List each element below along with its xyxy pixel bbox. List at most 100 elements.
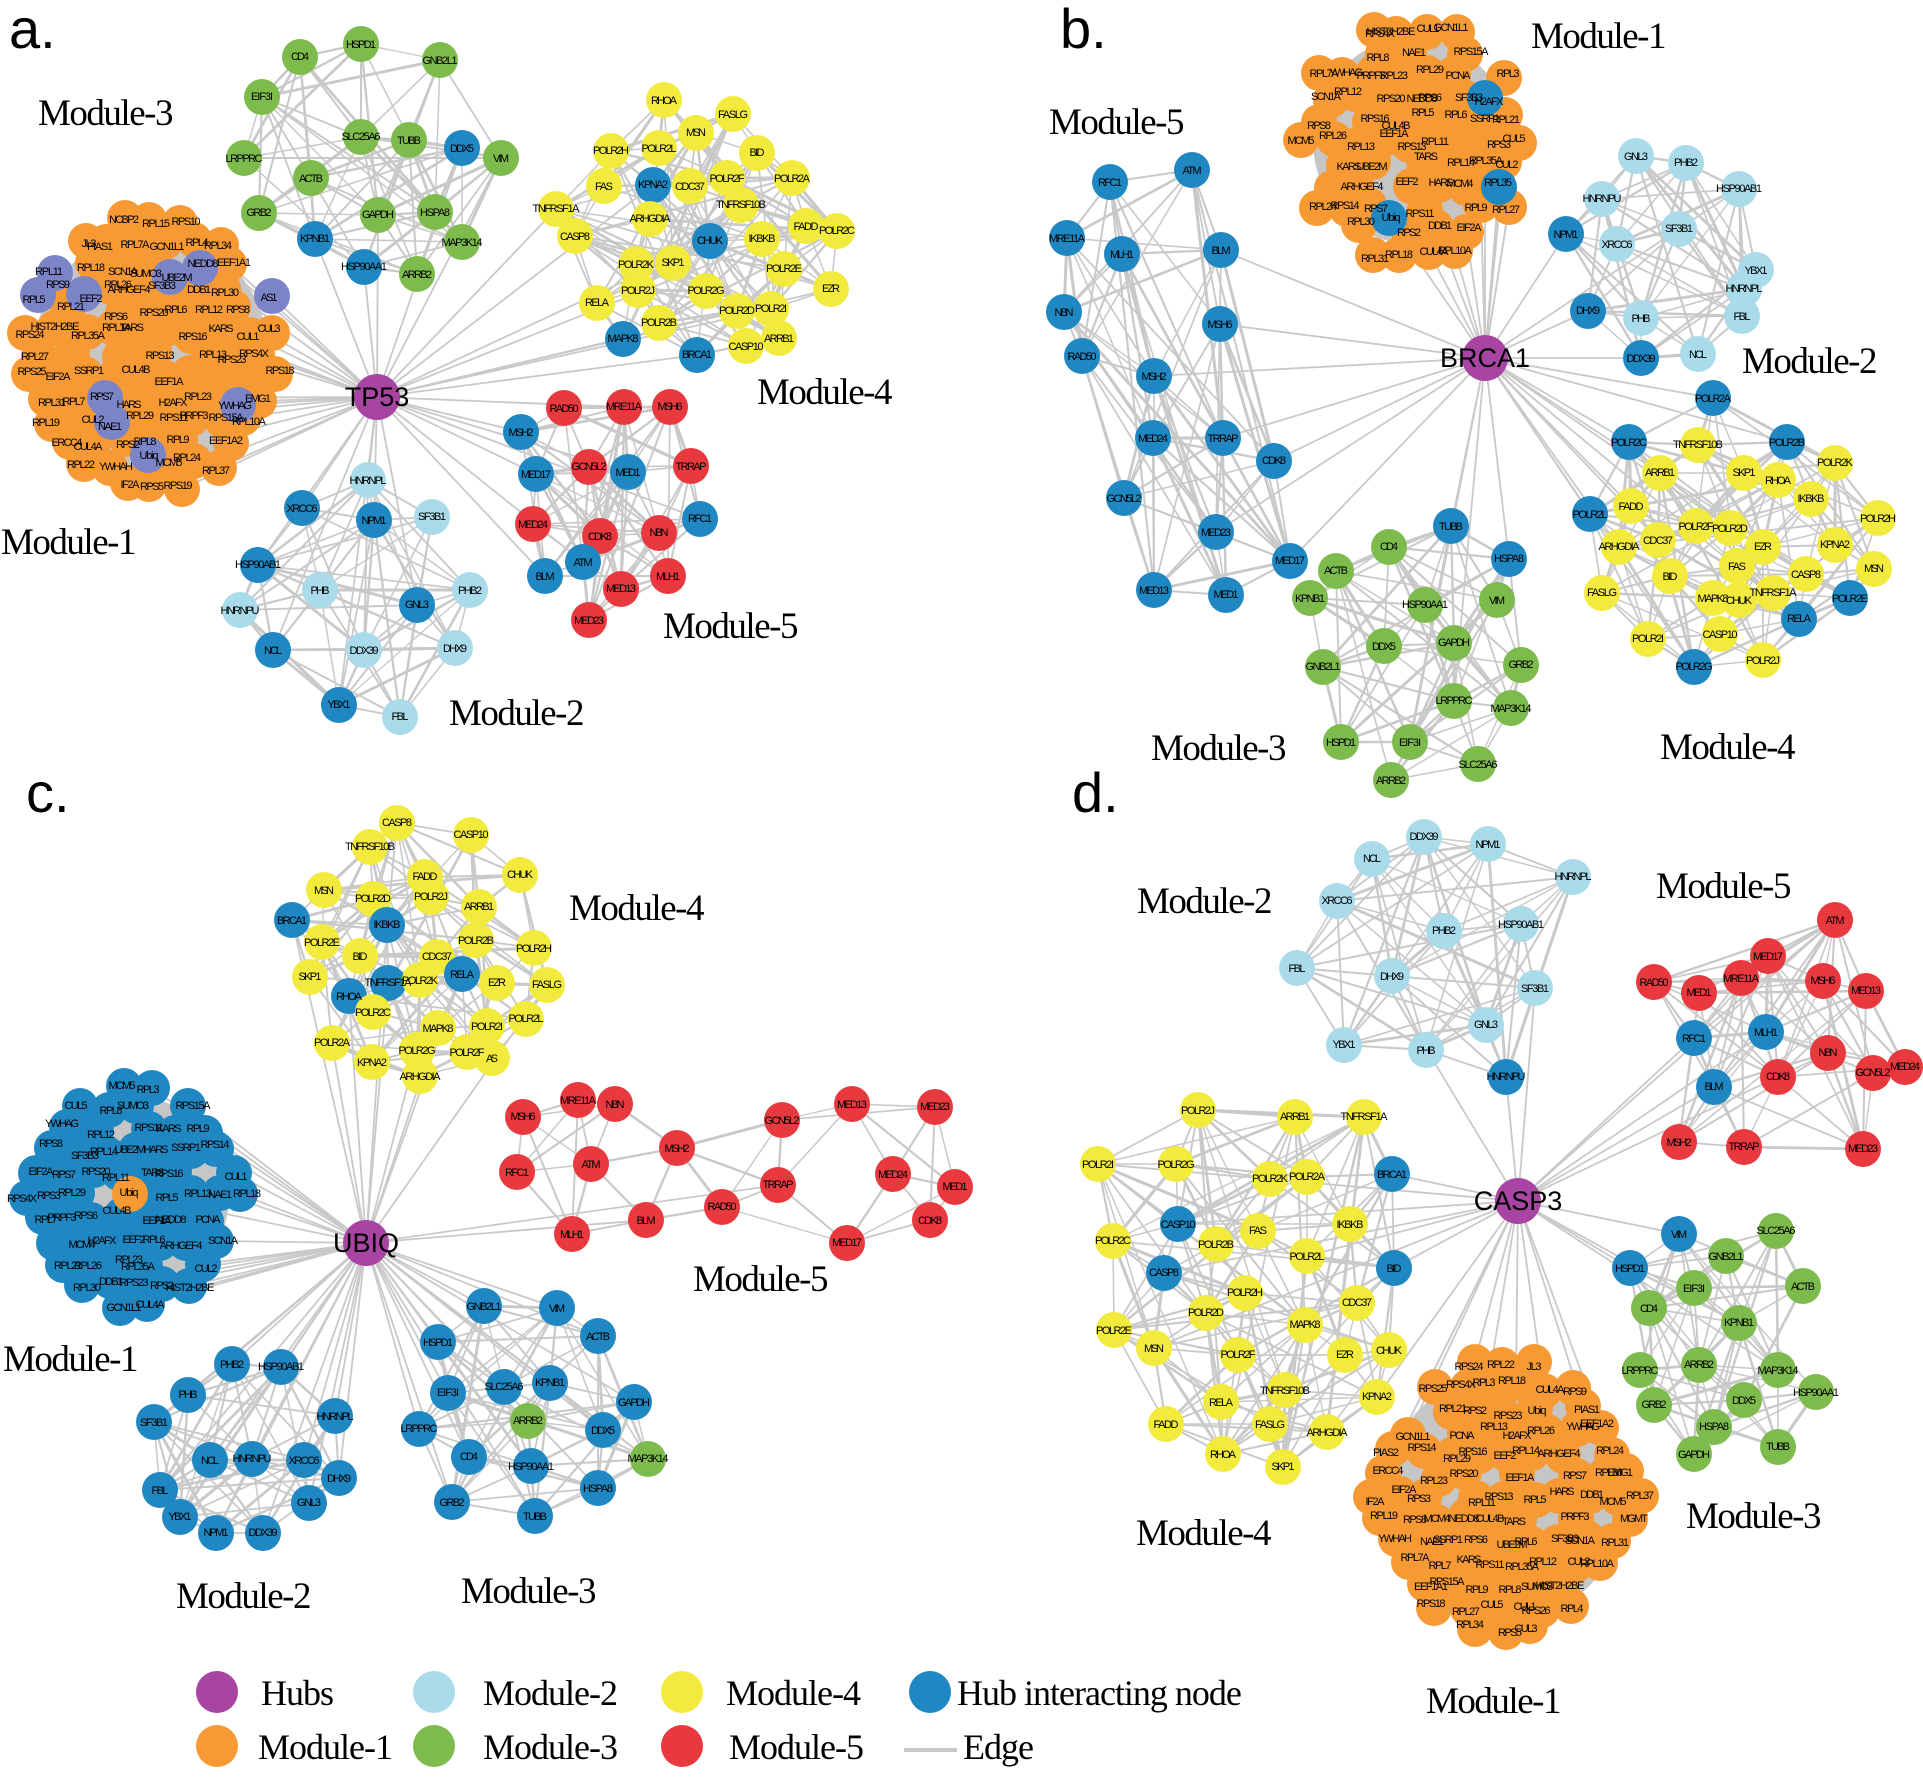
svg-text:EMG1: EMG1 <box>1607 1467 1633 1479</box>
svg-text:RPS8: RPS8 <box>226 304 250 316</box>
svg-text:MCM4: MCM4 <box>69 1239 96 1251</box>
svg-text:Module-4: Module-4 <box>1660 727 1795 768</box>
svg-text:RPL37: RPL37 <box>1626 1490 1654 1502</box>
svg-text:KARS: KARS <box>1457 1554 1482 1566</box>
svg-text:RPS2: RPS2 <box>116 439 140 451</box>
svg-text:FASLG: FASLG <box>1587 587 1617 599</box>
svg-text:RPL7A: RPL7A <box>1310 68 1340 80</box>
svg-text:RPL23: RPL23 <box>115 1254 143 1266</box>
svg-text:POLR2G: POLR2G <box>399 1045 436 1057</box>
svg-text:MLH1: MLH1 <box>1110 249 1134 261</box>
svg-text:HSP90AA1: HSP90AA1 <box>1793 1387 1839 1399</box>
svg-text:RPL34: RPL34 <box>204 240 232 252</box>
svg-text:TARS: TARS <box>1414 151 1438 163</box>
svg-text:RPL6: RPL6 <box>1445 109 1468 121</box>
svg-text:SSRP1: SSRP1 <box>171 1142 201 1154</box>
svg-text:DDX39: DDX39 <box>350 645 379 657</box>
svg-text:MGMT: MGMT <box>1620 1513 1648 1525</box>
svg-text:POLR2J: POLR2J <box>1746 655 1780 667</box>
svg-text:EEF2: EEF2 <box>1494 1450 1517 1462</box>
svg-text:RPL31: RPL31 <box>1601 1537 1629 1549</box>
svg-text:CASP8: CASP8 <box>382 817 412 829</box>
svg-text:FASLG: FASLG <box>1255 1419 1285 1431</box>
svg-text:HNRNPU: HNRNPU <box>1583 193 1622 205</box>
svg-text:VIM: VIM <box>1489 595 1505 607</box>
svg-text:ARHGDIA: ARHGDIA <box>1599 541 1641 553</box>
svg-text:Module-4: Module-4 <box>1136 1513 1271 1554</box>
svg-text:MSH6: MSH6 <box>1208 319 1233 331</box>
svg-text:FBL: FBL <box>152 1485 169 1497</box>
svg-text:RPL21: RPL21 <box>57 301 85 313</box>
svg-text:ATM: ATM <box>1183 165 1202 177</box>
svg-text:RPL7A: RPL7A <box>121 239 151 251</box>
svg-text:SKP1: SKP1 <box>662 257 685 269</box>
svg-text:KPNA2: KPNA2 <box>1362 1391 1392 1403</box>
svg-text:MRE11A: MRE11A <box>1049 233 1086 245</box>
svg-text:RPL9: RPL9 <box>1465 202 1488 214</box>
svg-text:RPL14: RPL14 <box>1447 157 1475 169</box>
svg-text:SF3B1: SF3B1 <box>1521 983 1549 995</box>
svg-text:H2AFX: H2AFX <box>159 397 189 409</box>
svg-text:MCM5: MCM5 <box>109 1080 136 1092</box>
svg-text:GCN5L2: GCN5L2 <box>1856 1067 1891 1079</box>
svg-text:RPS15A: RPS15A <box>1430 1576 1466 1588</box>
svg-text:POLR2I: POLR2I <box>1082 1159 1114 1171</box>
svg-text:BRCA1: BRCA1 <box>277 915 307 927</box>
svg-text:EIF3I: EIF3I <box>437 1387 459 1399</box>
svg-text:XRCC6: XRCC6 <box>1322 895 1353 907</box>
svg-text:ACTB: ACTB <box>1324 565 1348 577</box>
svg-text:RPL23: RPL23 <box>1380 70 1408 82</box>
svg-text:PRPF3: PRPF3 <box>180 410 209 422</box>
svg-text:YWHAH: YWHAH <box>99 461 133 473</box>
svg-text:RAD50: RAD50 <box>1640 977 1669 989</box>
svg-text:NPM1: NPM1 <box>1476 839 1501 851</box>
svg-text:POLR2G: POLR2G <box>1676 661 1713 673</box>
svg-text:HSPD1: HSPD1 <box>1326 737 1356 749</box>
svg-text:MSN: MSN <box>314 885 334 897</box>
svg-text:ARRB1: ARRB1 <box>1645 467 1675 479</box>
svg-text:MCM5: MCM5 <box>1288 135 1315 147</box>
svg-text:POLR2H: POLR2H <box>593 145 629 157</box>
svg-text:RPL13: RPL13 <box>1347 141 1375 153</box>
svg-text:HARS: HARS <box>144 1144 169 1156</box>
svg-text:RPS24: RPS24 <box>16 329 45 341</box>
svg-text:RPS13: RPS13 <box>1485 1491 1514 1503</box>
svg-text:FASLG: FASLG <box>718 109 748 121</box>
svg-text:RPS13: RPS13 <box>146 350 175 362</box>
svg-text:RPS4X: RPS4X <box>1365 28 1396 40</box>
svg-text:CDK8: CDK8 <box>588 531 612 543</box>
svg-text:CD4: CD4 <box>291 51 309 63</box>
svg-text:RPL19: RPL19 <box>1370 1510 1398 1522</box>
svg-text:EIF2A: EIF2A <box>1457 222 1483 234</box>
svg-text:PRPF3: PRPF3 <box>48 1212 77 1224</box>
svg-text:Module-5: Module-5 <box>693 1259 828 1300</box>
svg-text:RPS20: RPS20 <box>140 307 169 319</box>
svg-text:POLR2A: POLR2A <box>1695 393 1732 405</box>
svg-text:RHOA: RHOA <box>651 95 678 107</box>
svg-text:POLR2K: POLR2K <box>618 259 655 271</box>
svg-text:EEF1A2: EEF1A2 <box>209 435 243 447</box>
svg-text:RPL18: RPL18 <box>1498 1375 1526 1387</box>
svg-text:PCNA: PCNA <box>1446 70 1472 82</box>
svg-text:GNL3: GNL3 <box>1624 151 1648 163</box>
svg-text:RPL6: RPL6 <box>165 304 188 316</box>
svg-text:RPL29: RPL29 <box>1416 64 1444 76</box>
svg-text:POLR2I: POLR2I <box>755 303 787 315</box>
svg-text:MAP3K14: MAP3K14 <box>628 1453 669 1465</box>
svg-text:RPL18: RPL18 <box>77 262 105 274</box>
svg-text:RPL35: RPL35 <box>1484 177 1512 189</box>
svg-text:POLR2D: POLR2D <box>1712 523 1748 535</box>
svg-text:TP53: TP53 <box>345 382 410 412</box>
svg-text:PHB2: PHB2 <box>458 585 482 597</box>
svg-text:DHX9: DHX9 <box>327 1473 351 1485</box>
svg-text:RPS2: RPS2 <box>1463 1405 1487 1417</box>
svg-text:RPL11: RPL11 <box>102 1172 130 1184</box>
svg-text:RPS7: RPS7 <box>52 1169 76 1181</box>
svg-text:POLR2I: POLR2I <box>1632 633 1664 645</box>
svg-text:c.: c. <box>26 761 70 824</box>
svg-text:SKP1: SKP1 <box>1733 467 1756 479</box>
svg-text:RPS9: RPS9 <box>46 279 70 291</box>
svg-text:AS1: AS1 <box>261 292 278 304</box>
svg-text:TARS: TARS <box>141 1167 165 1179</box>
svg-text:HARS: HARS <box>117 399 142 411</box>
